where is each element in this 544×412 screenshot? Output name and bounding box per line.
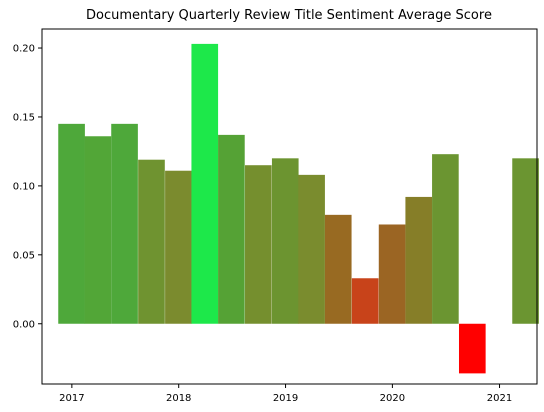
axes-group: 0.00 0.05 0.10 0.15 0.20 2017 2018 2019 2020 2021 [13, 28, 538, 404]
bar-2019-09-30 [351, 278, 379, 324]
bar-2017-12-31 [165, 170, 192, 324]
x-tick-label: 2020 [380, 393, 405, 404]
bar-2017-06-30 [111, 123, 138, 324]
bar-2018-06-30 [218, 134, 245, 324]
bar-2019-06-30 [324, 214, 352, 324]
plot-frame [41, 28, 538, 385]
bars-group [58, 43, 539, 374]
bar-2019-03-31 [298, 174, 325, 324]
y-tick-label: 0.20 [13, 44, 35, 55]
bar-2016-12-31 [58, 123, 85, 324]
bar-2018-12-31 [271, 158, 299, 324]
y-tick-label: 0.05 [13, 250, 35, 261]
bar-2017-09-30 [138, 159, 165, 324]
y-tick-label: 0.00 [13, 319, 35, 330]
y-tick-label: 0.15 [13, 112, 35, 123]
x-tick-label: 2018 [166, 393, 191, 404]
bar-2020-03-31 [405, 196, 433, 324]
bar-2017-03-31 [84, 136, 112, 324]
bar-2020-09-30 [458, 323, 486, 374]
bar-2018-09-30 [245, 165, 272, 324]
x-tick-label: 2019 [273, 393, 298, 404]
chart-title: Documentary Quarterly Review Title Senti… [86, 8, 492, 23]
x-tick-label: 2017 [59, 393, 84, 404]
x-tick-label: 2021 [487, 393, 512, 404]
bar-2018-03-31 [191, 43, 219, 324]
bar-2020-06-30 [432, 154, 459, 324]
bar-2019-12-31 [378, 224, 406, 324]
y-tick-label: 0.10 [13, 181, 35, 192]
bar-2021-03-31 [512, 158, 539, 324]
